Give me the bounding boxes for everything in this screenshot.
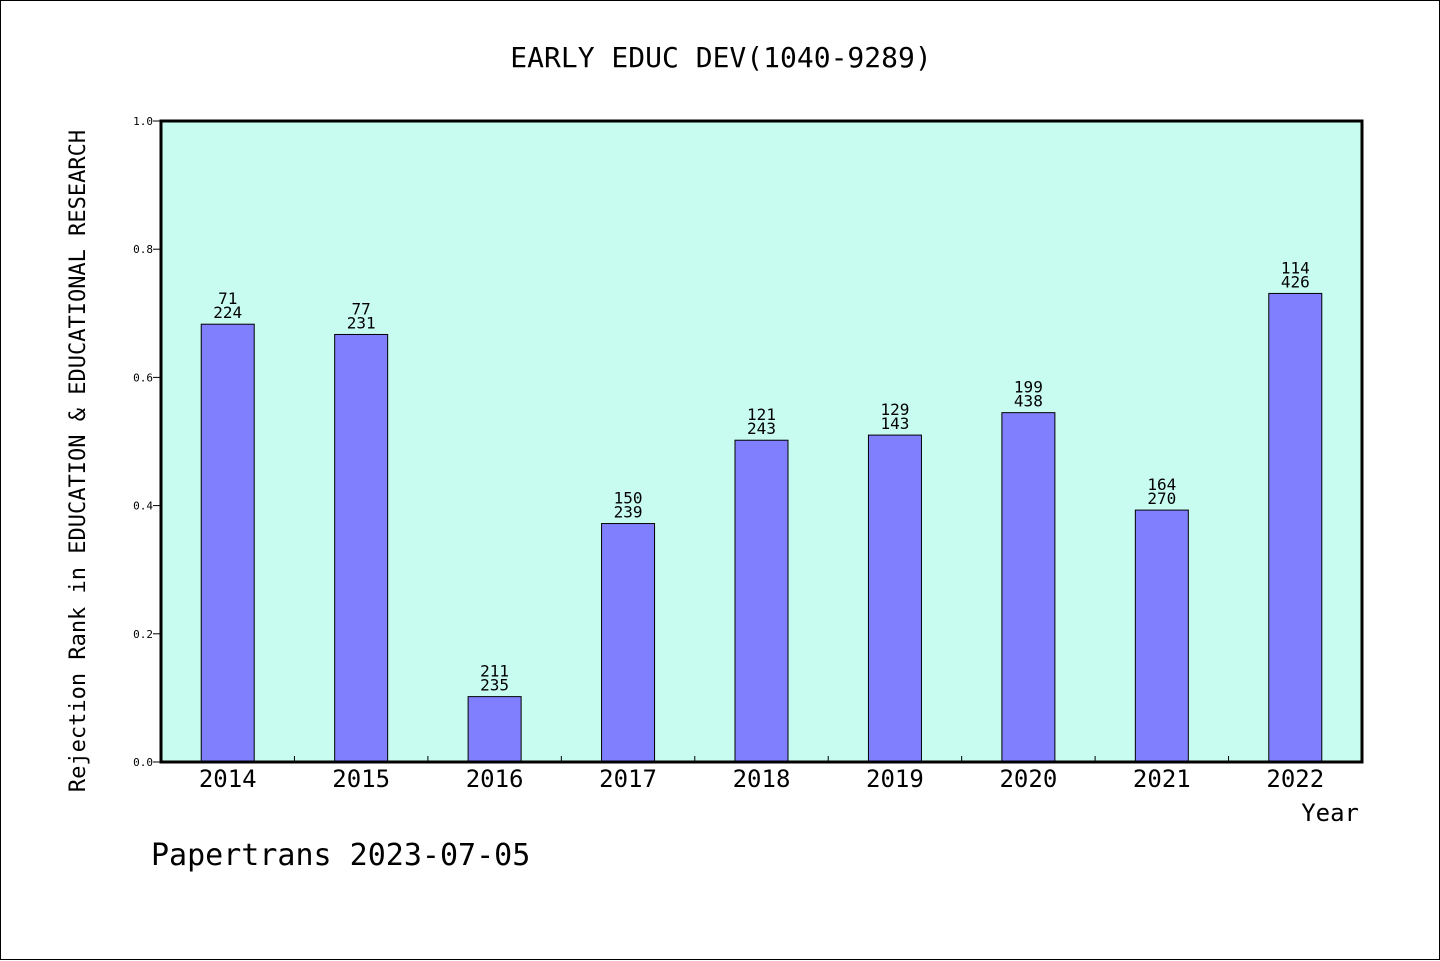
- bar-2016: [467, 696, 522, 763]
- y-axis-label: Rejection Rank in EDUCATION & EDUCATIONA…: [66, 130, 91, 792]
- plot-border: [159, 119, 1364, 764]
- x-tick-label: 2019: [866, 765, 924, 793]
- y-tick-label: 0.4: [133, 500, 153, 513]
- bar-label-bottom: 243: [747, 419, 776, 438]
- bar-label-top: 199: [1014, 378, 1043, 397]
- bar-2021: [1134, 509, 1189, 763]
- bar-2020: [1001, 412, 1056, 763]
- bar-label-bottom: 438: [1014, 392, 1043, 411]
- y-tick-label: 0.2: [133, 628, 153, 641]
- bar-2019: [867, 434, 922, 763]
- x-axis-label: Year: [1301, 799, 1359, 827]
- y-tick-label: 1.0: [133, 115, 153, 128]
- bar-2022: [1268, 292, 1323, 763]
- bar-2015: [334, 333, 389, 763]
- bar-label-top: 211: [480, 662, 509, 681]
- y-axis-ticks: 0.0 0.2 0.4 0.6 0.8 1.0: [133, 115, 161, 769]
- x-axis-ticks: 2014 2015 2016 2017 2018 2019 2020 2021 2022: [199, 756, 1324, 793]
- bar-label-bottom: 231: [347, 313, 376, 332]
- bar-label-top: 121: [747, 405, 776, 424]
- x-tick-label: 2016: [466, 765, 524, 793]
- x-tick-label: 2022: [1266, 765, 1324, 793]
- x-tick-label: 2020: [999, 765, 1057, 793]
- y-tick-label: 0.0: [133, 756, 153, 769]
- x-tick-label: 2018: [733, 765, 791, 793]
- bar-label-bottom: 426: [1281, 272, 1310, 291]
- x-tick-label: 2017: [599, 765, 657, 793]
- bar-label-top: 129: [880, 400, 909, 419]
- bar-label-bottom: 235: [480, 676, 509, 695]
- bar-label-top: 164: [1147, 475, 1176, 494]
- bar-2014: [200, 323, 255, 763]
- bar-label-bottom: 143: [880, 414, 909, 433]
- bar-label-bottom: 270: [1147, 489, 1176, 508]
- y-tick-label: 0.8: [133, 243, 153, 256]
- x-tick-label: 2014: [199, 765, 257, 793]
- bar-2018: [734, 439, 789, 763]
- bar-label-top: 77: [352, 299, 371, 318]
- y-tick-label: 0.6: [133, 371, 153, 384]
- x-tick-label: 2015: [332, 765, 390, 793]
- bar-label-top: 114: [1281, 258, 1310, 277]
- bar-label-bottom: 224: [213, 303, 242, 322]
- bar-label-top: 150: [614, 489, 643, 508]
- chart-title: EARLY EDUC DEV(1040-9289): [510, 41, 931, 74]
- footer-credit: Papertrans 2023-07-05: [151, 838, 530, 873]
- bar-2017: [601, 523, 656, 763]
- bar-label-bottom: 239: [614, 503, 643, 522]
- bar-label-top: 71: [218, 289, 237, 308]
- x-tick-label: 2021: [1133, 765, 1191, 793]
